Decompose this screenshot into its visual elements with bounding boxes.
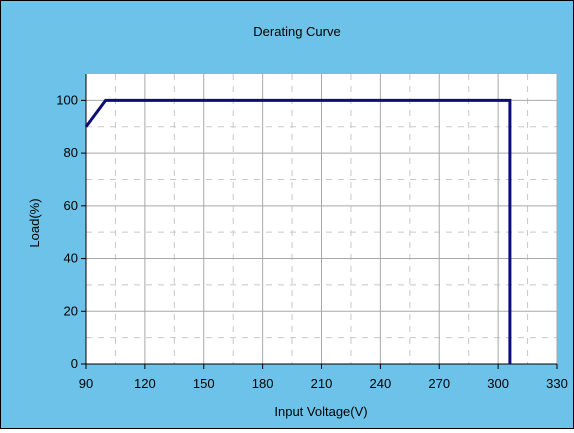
y-tick-label: 40 <box>64 251 78 266</box>
series-layer <box>84 98 512 364</box>
y-tick-label: 20 <box>64 303 78 318</box>
y-tick-label: 80 <box>64 145 78 160</box>
x-tick-label: 120 <box>134 376 156 391</box>
x-tick-group: 90 120 150 180 210 240 270 300 330 <box>79 364 568 391</box>
chart-title: Derating Curve <box>253 24 340 39</box>
x-tick-label: 240 <box>370 376 392 391</box>
x-tick-label: 90 <box>79 376 93 391</box>
y-tick-group: 0 20 40 60 80 100 <box>56 92 86 371</box>
y-axis-label: Load(%) <box>27 198 42 247</box>
x-tick-label: 270 <box>428 376 450 391</box>
x-axis-label: Input Voltage(V) <box>274 404 367 419</box>
major-grid <box>86 74 558 364</box>
x-tick-label: 330 <box>546 376 568 391</box>
derating-series-line <box>84 98 512 364</box>
x-tick-label: 150 <box>193 376 215 391</box>
y-tick-label: 0 <box>71 356 78 371</box>
y-tick-label: 60 <box>64 198 78 213</box>
y-tick-label: 100 <box>56 92 78 107</box>
x-tick-label: 210 <box>311 376 333 391</box>
x-tick-label: 180 <box>252 376 274 391</box>
x-tick-label: 300 <box>487 376 509 391</box>
minor-grid <box>86 74 557 364</box>
